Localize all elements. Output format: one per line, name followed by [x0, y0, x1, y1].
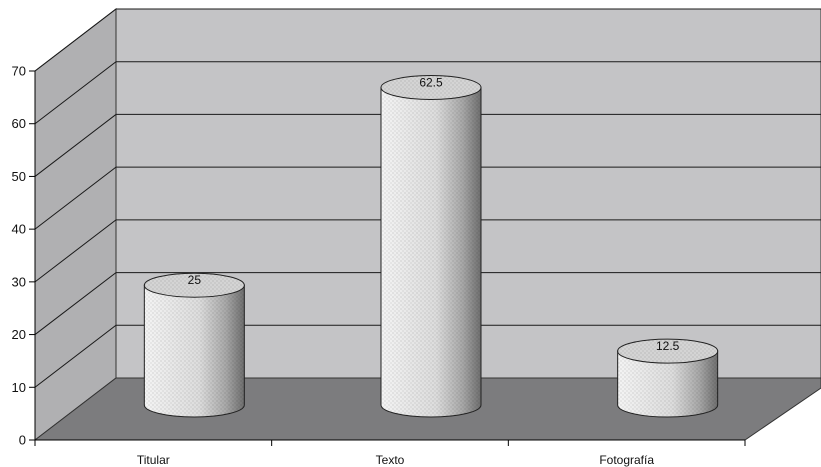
y-tick-label: 0: [19, 433, 26, 448]
gridlines: [34, 8, 821, 388]
bar-top-texture: [617, 339, 718, 364]
y-tick-label: 20: [12, 327, 26, 342]
axes: 0 10 20 30 40 50 60 70: [12, 64, 746, 448]
gridline: [34, 272, 821, 335]
gridline: [34, 166, 821, 230]
gridline: [34, 219, 821, 283]
x-category-label: Fotografía: [599, 453, 654, 467]
y-tick-label: 50: [12, 169, 26, 184]
gridline: [34, 324, 821, 388]
bar-top-texture: [144, 273, 245, 298]
x-category-label: Titular: [137, 453, 170, 467]
bars: [143, 75, 719, 418]
gridline: [34, 113, 821, 177]
gridline: [34, 61, 821, 125]
bar: [380, 75, 482, 418]
bar-texture: [617, 351, 718, 417]
bar-top-texture: [381, 75, 481, 100]
y-tick-label: 60: [12, 116, 26, 131]
bar-texture: [144, 285, 245, 417]
y-tick-label: 30: [12, 274, 26, 289]
gridline: [34, 8, 821, 72]
data-label: 62.5: [419, 76, 443, 90]
data-label: 12.5: [656, 339, 680, 353]
side-wall: [34, 7, 117, 442]
y-tick-label: 10: [12, 380, 26, 395]
y-tick-label: 40: [12, 222, 26, 237]
y-tick-label: 70: [12, 64, 26, 79]
bar-texture: [381, 87, 481, 418]
data-label: 25: [188, 273, 202, 287]
x-category-label: Texto: [376, 453, 405, 467]
bar: [143, 272, 245, 418]
bar: [617, 338, 719, 418]
data-labels: Titular 25 Texto 62.5 Fotografía 12.5: [137, 76, 680, 467]
